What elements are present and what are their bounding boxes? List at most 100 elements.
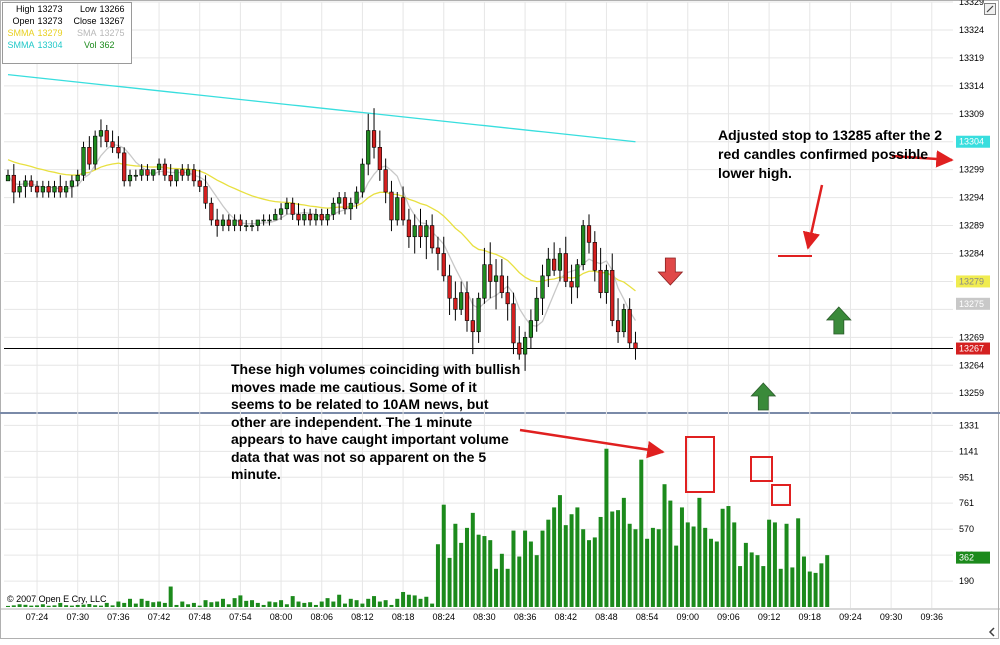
volume-bar (267, 601, 272, 607)
x-tick-label: 08:30 (473, 612, 496, 622)
volume-bar (354, 600, 359, 607)
candle-body (145, 169, 150, 176)
vol-label: Vol (83, 40, 97, 50)
candle-body (319, 214, 324, 221)
candle-body (215, 219, 220, 226)
candle-body (493, 275, 499, 282)
volume-bar (203, 600, 208, 607)
candle-body (406, 219, 411, 238)
candle-body (540, 275, 545, 299)
price-tag-box (956, 342, 990, 355)
volume-bar (534, 555, 539, 607)
smma-slow-label: SMMA (7, 40, 35, 50)
volume-bar (168, 586, 173, 607)
volume-bar (621, 497, 626, 607)
volume-bar (69, 605, 74, 607)
smma-fast-label: SMMA (7, 28, 35, 38)
volume-bar (133, 603, 138, 607)
volume-bar (325, 598, 330, 607)
volume-bar (598, 516, 603, 607)
x-tick-label: 08:54 (636, 612, 659, 622)
smma-fast-line (7, 159, 636, 292)
volume-bar (645, 538, 650, 607)
candle-body (244, 225, 249, 227)
volume-bar (186, 604, 191, 607)
volume-bar (122, 602, 127, 607)
volume-bar (557, 495, 562, 607)
low-value: 13266 (99, 4, 125, 14)
volume-bar (220, 598, 225, 607)
candle-body (552, 258, 557, 271)
volume-spike-box (771, 484, 791, 506)
chevron-left-icon[interactable] (986, 626, 998, 638)
volume-bar (755, 555, 760, 607)
volume-bar (279, 600, 284, 607)
candle-body (476, 297, 481, 333)
volume-bar (273, 602, 278, 607)
candle-body (546, 258, 551, 277)
candle-body (412, 225, 417, 238)
candle-body (430, 225, 435, 249)
candle-body (290, 202, 295, 215)
open-label: Open (12, 16, 35, 26)
volume-bar (494, 568, 499, 607)
volume-bar (128, 598, 133, 607)
candle-body (488, 264, 493, 282)
stop-annotation: Adjusted stop to 13285 after the 2 red c… (718, 127, 943, 181)
x-tick-label: 08:18 (392, 612, 415, 622)
candle-body (482, 264, 487, 299)
candle-body (627, 309, 632, 344)
candle-body (232, 219, 237, 226)
volume-bar (732, 522, 737, 607)
y-tick-label: 13259 (959, 388, 984, 398)
volume-bar (23, 604, 28, 607)
volume-bar (348, 598, 353, 607)
volume-bar (784, 523, 789, 607)
volume-bar (104, 602, 109, 607)
high-value: 13273 (37, 4, 63, 14)
y-tick-label: 13289 (959, 221, 984, 231)
volume-bar (552, 507, 557, 607)
volume-bar (801, 556, 806, 607)
candle-body (29, 180, 34, 187)
smma-fast-value: 13279 (37, 28, 63, 38)
volume-bar (145, 600, 150, 607)
candle-body (453, 297, 458, 310)
candle-body (162, 163, 167, 176)
volume-bar (191, 602, 196, 607)
candle-body (348, 202, 353, 210)
volume-bar (366, 598, 371, 607)
volume-bar (116, 601, 121, 607)
candle-body (40, 186, 45, 193)
candle-body (586, 225, 592, 243)
candle-body (383, 169, 388, 193)
candle-body (98, 130, 104, 137)
volume-bar (499, 553, 504, 607)
volume-bar (290, 596, 295, 607)
candle-body (255, 219, 260, 226)
volume-bar (697, 497, 702, 607)
volume-bar (790, 567, 795, 607)
volume-bar (377, 601, 382, 607)
volume-bar (517, 556, 522, 607)
candle-body (400, 197, 406, 221)
volume-bar (250, 600, 255, 607)
volume-bar (226, 604, 231, 607)
volume-bar (58, 602, 63, 607)
candle-body (133, 174, 138, 177)
candle-body (81, 147, 86, 176)
volume-bar (308, 602, 313, 607)
volume-bar (610, 511, 615, 607)
candle-body (424, 225, 429, 238)
stop-level-arrow (891, 150, 954, 168)
y-tick-label: 13269 (959, 332, 984, 342)
volume-bar (110, 605, 115, 607)
volume-bar (418, 598, 423, 607)
volume-bar (668, 500, 673, 607)
volume-bar (313, 604, 318, 607)
settings-icon[interactable] (984, 3, 996, 15)
volume-bar (238, 595, 243, 607)
x-tick-label: 09:18 (799, 612, 822, 622)
volume-bar (807, 571, 812, 607)
